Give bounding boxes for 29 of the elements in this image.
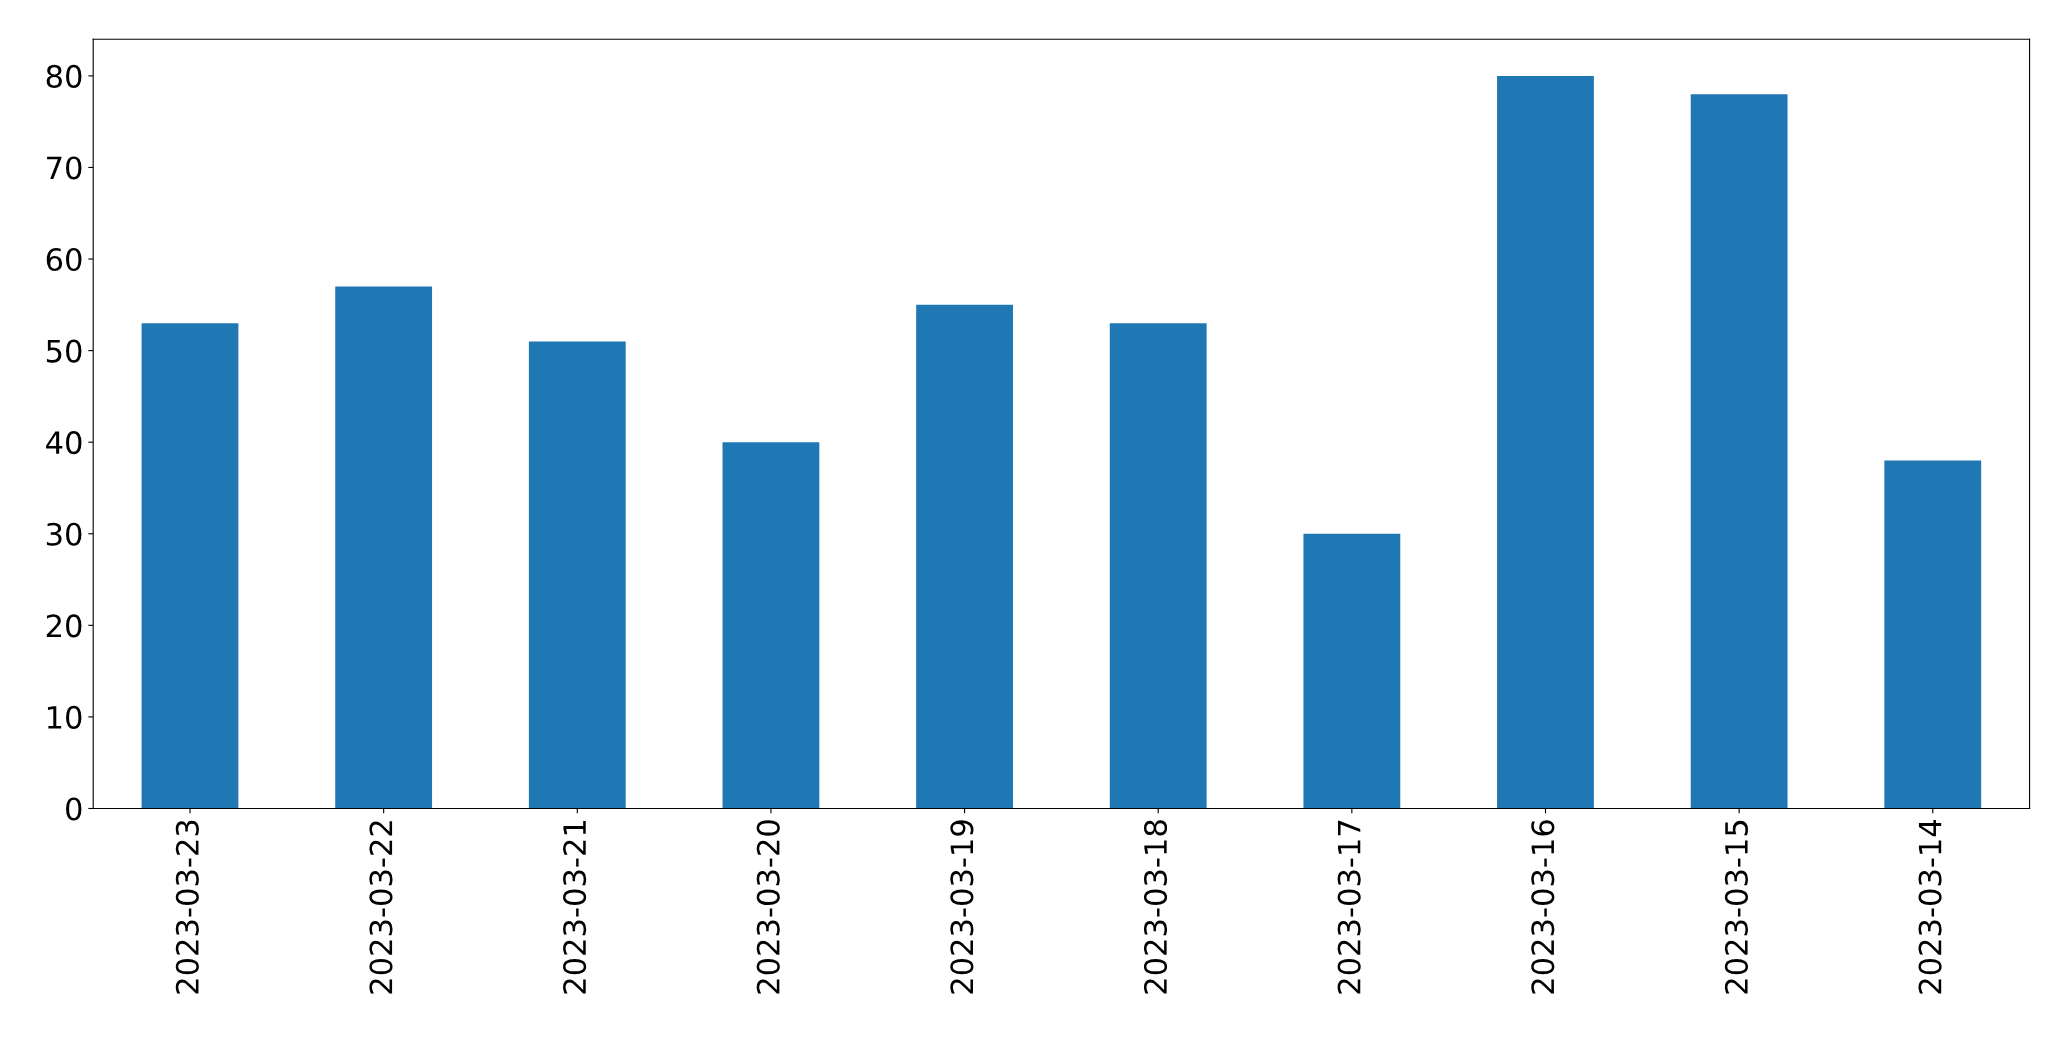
y-tick-label: 60 [46, 247, 82, 272]
bar [1497, 75, 1594, 809]
x-tick-label: 2023-03-21 [563, 821, 587, 994]
x-tick-label: 2023-03-22 [369, 821, 393, 994]
bar [1884, 460, 1982, 809]
bar [1109, 323, 1207, 809]
bar [916, 304, 1013, 809]
y-tick-label: 40 [46, 431, 82, 455]
x-tick-label: 2023-03-20 [756, 820, 780, 994]
x-tick-label: 2023-03-15 [1724, 820, 1748, 994]
x-tick-label: 2023-03-16 [1531, 820, 1555, 994]
y-tick-label: 10 [47, 705, 82, 729]
y-tick-label: 50 [46, 339, 82, 363]
x-tick-label: 2023-03-23 [175, 820, 199, 994]
bar [141, 323, 239, 809]
y-tick-label: 0 [66, 797, 82, 821]
bar [1690, 94, 1788, 809]
x-tick-label: 2023-03-17 [1337, 820, 1361, 994]
x-tick-label: 2023-03-18 [1143, 820, 1168, 994]
bar [1303, 533, 1401, 809]
x-tick-label: 2023-03-14 [1918, 819, 1942, 994]
y-tick-label: 30 [46, 522, 82, 546]
y-tick-label: 80 [46, 64, 82, 88]
y-tick-label: 20 [46, 614, 82, 638]
bar [335, 286, 433, 809]
bar [722, 442, 820, 809]
y-tick-label: 70 [47, 156, 82, 180]
x-tick-label: 2023-03-19 [950, 820, 974, 994]
bar [528, 341, 626, 809]
